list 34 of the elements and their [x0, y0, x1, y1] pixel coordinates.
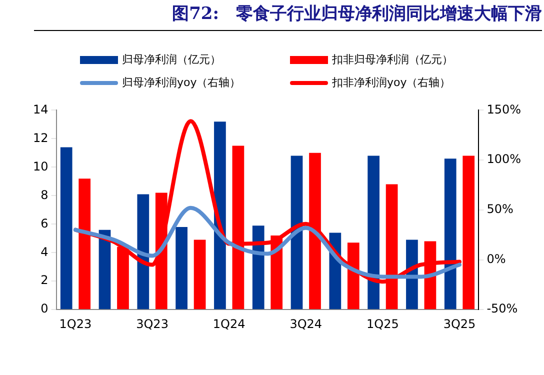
legend-label: 归母净利润yoy（右轴） [122, 75, 241, 90]
y-tick-label: 10 [32, 159, 48, 174]
legend-label: 归母净利润（亿元） [122, 52, 221, 67]
line-series [73, 206, 462, 279]
y-tick-label: 2 [40, 273, 48, 288]
y2-tick-label: 150% [486, 102, 522, 116]
y-tick-label: 6 [40, 216, 48, 230]
legend-label: 扣非净利润yoy（右轴） [332, 75, 451, 90]
y-tick-label: 4 [40, 244, 48, 259]
legend-label: 扣非归母净利润（亿元） [332, 52, 453, 67]
y2-tick-label: 0% [486, 252, 506, 266]
y-tick-label: 8 [40, 188, 48, 202]
x-tick-label: 1Q23 [59, 316, 92, 331]
x-tick-label: 3Q25 [443, 316, 476, 331]
y-tick-label: 12 [32, 130, 48, 145]
bar [368, 156, 380, 310]
x-tick-label: 1Q25 [366, 316, 399, 331]
bar [194, 240, 206, 310]
x-tick-label: 3Q23 [136, 316, 168, 331]
x-tick-label: 3Q24 [290, 316, 322, 331]
y2-tick-label: 100% [486, 152, 522, 166]
bar [98, 230, 111, 310]
bar [444, 158, 456, 310]
y-tick-label: 14 [32, 102, 48, 116]
y2-tick-label: 50% [486, 202, 514, 216]
bar [290, 156, 303, 310]
bar [176, 226, 188, 310]
x-tick-label: 1Q24 [212, 316, 246, 331]
y2-tick-label: -50% [486, 302, 518, 316]
bar [137, 194, 150, 310]
y-tick-label: 0 [40, 302, 48, 316]
bar [60, 147, 72, 310]
bar [214, 122, 226, 310]
chart-title: 图72: 零食子行业归母净利润同比增速大幅下滑 [34, 2, 542, 31]
